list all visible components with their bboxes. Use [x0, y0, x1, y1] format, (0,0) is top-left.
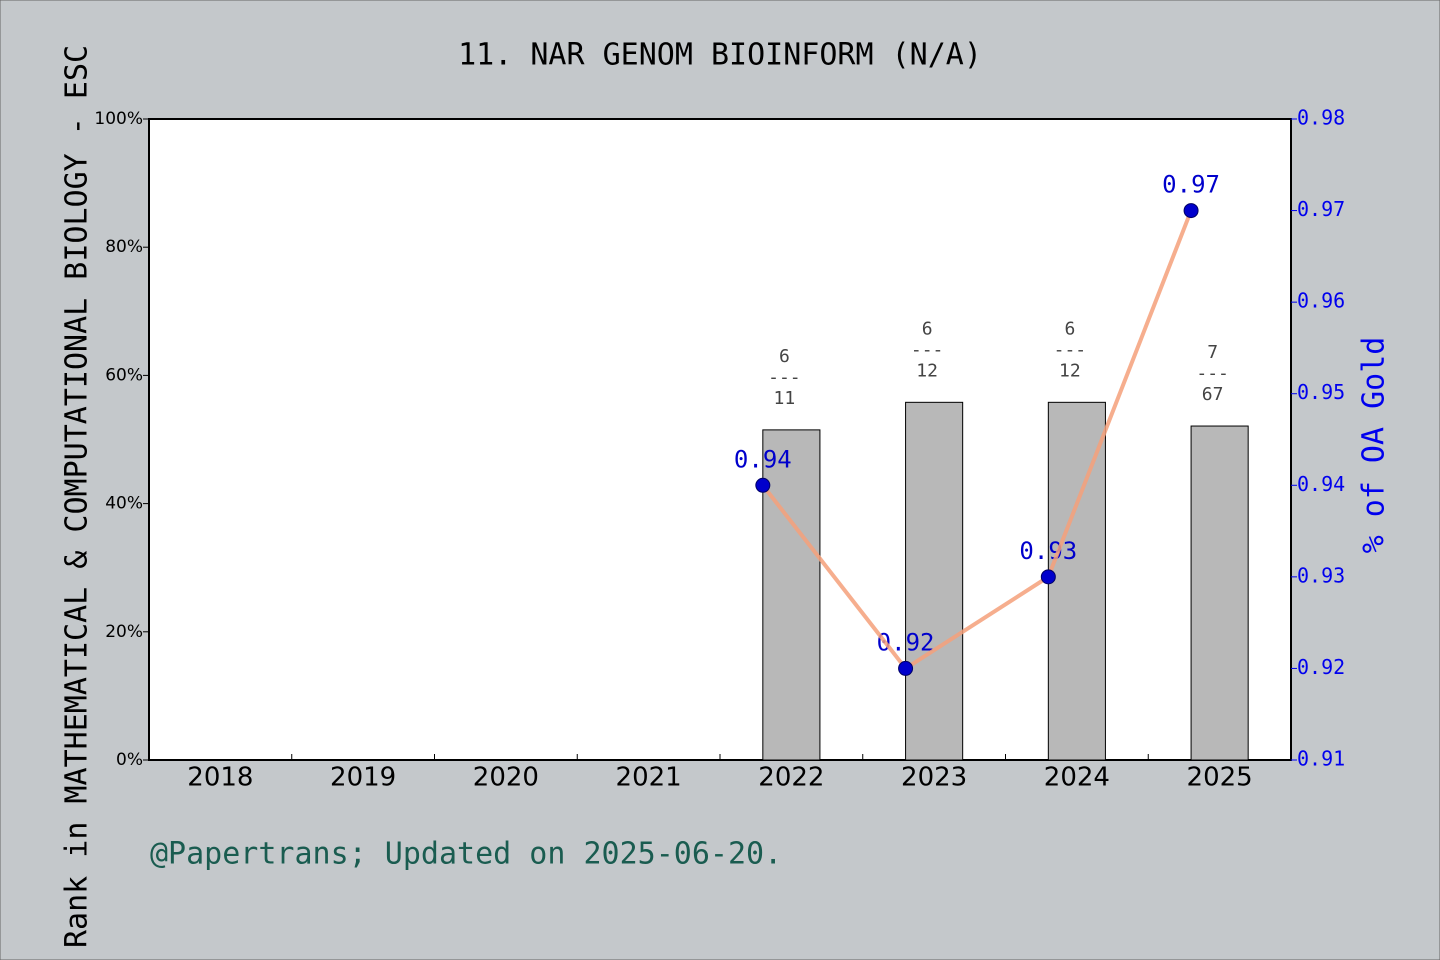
bar-total-label: 67 — [1202, 384, 1224, 405]
x-tick-label: 2020 — [473, 763, 539, 793]
bar — [762, 429, 821, 761]
value-label: 0.97 — [1162, 171, 1220, 199]
bar-separator: --- — [1196, 363, 1229, 384]
y-tick-label: 20% — [105, 622, 143, 642]
bar-separator: --- — [1054, 339, 1087, 360]
bar-rank-label: 6 — [1064, 318, 1075, 339]
y2-axis-label: % of OA Gold — [1357, 337, 1392, 554]
value-label: 0.93 — [1019, 537, 1077, 565]
y-tick-label: 80% — [105, 237, 143, 257]
line — [761, 209, 1193, 672]
y-tick-label: 100% — [94, 109, 143, 129]
bar-separator: --- — [911, 339, 944, 360]
value-label: 0.94 — [734, 445, 792, 473]
y-tick-label: 60% — [105, 365, 143, 385]
point — [755, 477, 771, 493]
y2-tick-label: 0.93 — [1297, 563, 1345, 587]
bar-total-label: 12 — [916, 360, 938, 381]
y2-tick-label: 0.98 — [1297, 106, 1345, 130]
bar — [1047, 401, 1106, 761]
x-tick-label: 2019 — [330, 763, 396, 793]
point — [898, 660, 914, 676]
bar-separator: --- — [768, 367, 801, 388]
chart-title: 11. NAR GENOM BIOINFORM (N/A) — [458, 38, 982, 73]
y2-tick-label: 0.96 — [1297, 289, 1345, 313]
x-tick-label: 2025 — [1187, 763, 1253, 793]
x-tick-label: 2023 — [901, 763, 967, 793]
y2-tick-label: 0.91 — [1297, 747, 1345, 771]
x-tick-label: 2024 — [1044, 763, 1110, 793]
x-tick-label: 2022 — [758, 763, 824, 793]
plot-area — [148, 118, 1292, 761]
bar-rank-label: 6 — [779, 346, 790, 367]
y2-tick-label: 0.94 — [1297, 472, 1345, 496]
point — [1183, 203, 1199, 219]
x-tick-label: 2021 — [616, 763, 682, 793]
bar-rank-label: 7 — [1207, 342, 1218, 363]
bar-total-label: 12 — [1059, 360, 1081, 381]
point — [1040, 569, 1056, 585]
bar — [1190, 425, 1249, 761]
footer: @Papertrans; Updated on 2025-06-20. — [150, 837, 782, 872]
y-tick-label: 0% — [116, 750, 143, 770]
y-tick-label: 40% — [105, 494, 143, 514]
x-tick-label: 2018 — [187, 763, 253, 793]
y2-tick-label: 0.95 — [1297, 380, 1345, 404]
y2-tick-label: 0.97 — [1297, 197, 1345, 221]
bar-rank-label: 6 — [922, 318, 933, 339]
y2-tick-label: 0.92 — [1297, 655, 1345, 679]
y-axis-label: Rank in MATHEMATICAL & COMPUTATIONAL BIO… — [60, 45, 95, 948]
bar — [905, 401, 964, 761]
bar-total-label: 11 — [774, 388, 796, 409]
